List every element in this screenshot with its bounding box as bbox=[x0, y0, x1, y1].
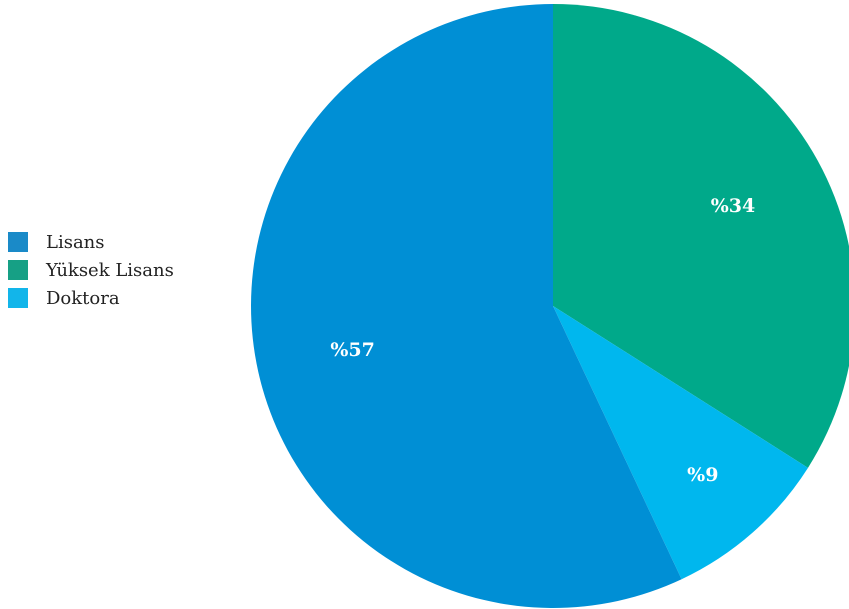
legend-label-yuksek-lisans: Yüksek Lisans bbox=[46, 259, 174, 281]
legend-swatch-doktora bbox=[8, 288, 28, 308]
data-label-lisans: %57 bbox=[330, 339, 375, 361]
legend-item-yuksek-lisans: Yüksek Lisans bbox=[8, 256, 174, 284]
legend-swatch-lisans bbox=[8, 232, 28, 252]
legend-label-lisans: Lisans bbox=[46, 231, 105, 253]
chart-legend: Lisans Yüksek Lisans Doktora bbox=[8, 228, 174, 312]
legend-swatch-yuksek-lisans bbox=[8, 260, 28, 280]
legend-item-lisans: Lisans bbox=[8, 228, 174, 256]
pie-slice-yuksek-lisans bbox=[553, 4, 849, 468]
data-label-doktora: %9 bbox=[687, 464, 718, 486]
legend-item-doktora: Doktora bbox=[8, 284, 174, 312]
pie-slice-lisans bbox=[251, 4, 682, 608]
legend-label-doktora: Doktora bbox=[46, 287, 120, 309]
pie-slice-doktora bbox=[553, 306, 808, 580]
data-label-yuksek-lisans: %34 bbox=[711, 195, 756, 217]
